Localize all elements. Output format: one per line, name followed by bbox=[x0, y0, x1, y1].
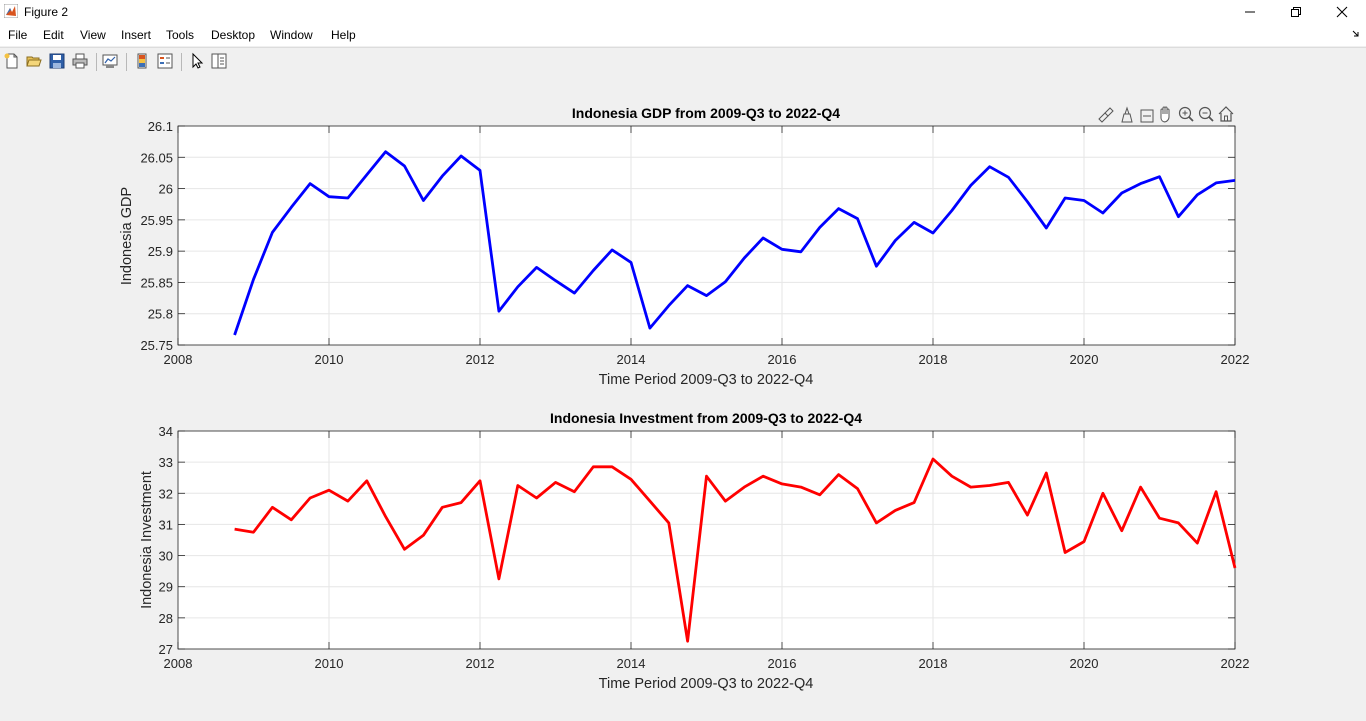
gdp-axes-box bbox=[177, 125, 1236, 346]
edit-plot-icon[interactable] bbox=[188, 52, 206, 70]
open-file-icon[interactable] bbox=[25, 52, 43, 70]
gdp-axes[interactable]: 2008 2010 2012 2014 2016 2018 2020 2022 25.7525… bbox=[119, 105, 1249, 388]
close-button[interactable] bbox=[1319, 0, 1365, 24]
close-icon bbox=[1336, 6, 1348, 18]
x-tick-label: 2018 bbox=[919, 352, 948, 367]
y-tick-label: 33 bbox=[159, 455, 173, 470]
x-tick-label: 2022 bbox=[1221, 656, 1250, 671]
y-tick-label: 25.75 bbox=[140, 338, 173, 353]
investment-axes-background bbox=[178, 431, 1235, 649]
y-tick-label: 27 bbox=[159, 642, 173, 657]
insert-colorbar-icon[interactable] bbox=[133, 52, 151, 70]
gdp-x-axis-label: Time Period 2009-Q3 to 2022-Q4 bbox=[599, 372, 814, 388]
matlab-icon bbox=[4, 4, 18, 18]
menu-window[interactable]: Window bbox=[270, 28, 313, 42]
zoom-out-icon[interactable] bbox=[1198, 106, 1214, 122]
insert-legend-icon[interactable] bbox=[156, 52, 174, 70]
y-tick-label: 25.95 bbox=[140, 213, 173, 228]
menu-help[interactable]: Help bbox=[331, 28, 356, 42]
investment-chart-title: Indonesia Investment from 2009-Q3 to 202… bbox=[550, 410, 862, 426]
investment-series-line bbox=[234, 457, 1237, 643]
gdp-x-tick-labels: 2008 2010 2012 2014 2016 2018 2020 2022 bbox=[164, 352, 1250, 367]
x-tick-label: 2022 bbox=[1221, 352, 1250, 367]
save-icon[interactable] bbox=[48, 52, 66, 70]
gdp-series-line bbox=[233, 150, 1236, 336]
x-tick-label: 2008 bbox=[164, 656, 193, 671]
figure-toolbar bbox=[0, 47, 1366, 77]
y-tick-label: 26 bbox=[159, 182, 173, 197]
toolbar-separator bbox=[96, 53, 97, 71]
x-tick-label: 2018 bbox=[919, 656, 948, 671]
gdp-y-axis-label: Indonesia GDP bbox=[119, 187, 135, 285]
investment-y-axis-label: Indonesia Investment bbox=[139, 471, 155, 609]
data-tips-icon[interactable] bbox=[1121, 106, 1133, 123]
new-figure-icon[interactable] bbox=[3, 52, 21, 70]
investment-x-axis-label: Time Period 2009-Q3 to 2022-Q4 bbox=[599, 676, 814, 692]
minimize-button[interactable] bbox=[1227, 0, 1273, 24]
link-plot-icon[interactable] bbox=[101, 52, 119, 70]
x-tick-label: 2016 bbox=[768, 352, 797, 367]
x-tick-label: 2010 bbox=[315, 352, 344, 367]
gdp-axes-background bbox=[178, 126, 1235, 345]
investment-axes-box bbox=[177, 430, 1236, 650]
menu-view[interactable]: View bbox=[80, 28, 106, 42]
pan-icon[interactable] bbox=[1160, 106, 1170, 123]
x-tick-label: 2016 bbox=[768, 656, 797, 671]
investment-x-tick-labels: 2008 2010 2012 2014 2016 2018 2020 2022 bbox=[164, 656, 1250, 671]
x-tick-label: 2014 bbox=[617, 352, 646, 367]
menu-edit[interactable]: Edit bbox=[43, 28, 64, 42]
investment-axes[interactable]: 2008 2010 2012 2014 2016 2018 2020 2022 27 28 29 3… bbox=[139, 410, 1249, 692]
investment-y-tick-labels: 27 28 29 30 31 32 33 34 bbox=[159, 424, 173, 657]
y-tick-label: 31 bbox=[159, 517, 173, 532]
home-icon[interactable] bbox=[1218, 106, 1234, 122]
restore-icon bbox=[1291, 7, 1301, 17]
x-tick-label: 2012 bbox=[466, 352, 495, 367]
y-tick-label: 32 bbox=[159, 486, 173, 501]
title-bar: Figure 2 bbox=[0, 0, 1366, 24]
print-icon[interactable] bbox=[71, 52, 89, 70]
rotate-icon[interactable] bbox=[1140, 109, 1154, 123]
dock-arrow-icon[interactable] bbox=[1352, 30, 1360, 38]
zoom-in-icon[interactable] bbox=[1178, 106, 1194, 122]
menu-bar: File Edit View Insert Tools Desktop Wind… bbox=[0, 24, 1366, 46]
brush-icon[interactable] bbox=[1098, 107, 1114, 123]
y-tick-label: 25.8 bbox=[148, 307, 173, 322]
menu-insert[interactable]: Insert bbox=[121, 28, 152, 42]
toolbar-separator bbox=[126, 53, 127, 71]
gdp-chart-title: Indonesia GDP from 2009-Q3 to 2022-Q4 bbox=[572, 105, 840, 121]
property-inspector-icon[interactable] bbox=[210, 52, 228, 70]
x-tick-label: 2008 bbox=[164, 352, 193, 367]
y-tick-label: 30 bbox=[159, 549, 173, 564]
y-tick-label: 34 bbox=[159, 424, 173, 439]
gdp-y-tick-labels: 25.75 25.8 25.85 25.9 25.95 26 26.05 26.1 bbox=[140, 119, 173, 353]
y-tick-label: 26.05 bbox=[140, 150, 173, 165]
axes-toolbar bbox=[1098, 106, 1234, 123]
minimize-icon bbox=[1245, 11, 1255, 13]
x-tick-label: 2020 bbox=[1070, 656, 1099, 671]
toolbar-separator bbox=[181, 53, 182, 71]
x-tick-label: 2012 bbox=[466, 656, 495, 671]
x-tick-label: 2014 bbox=[617, 656, 646, 671]
y-tick-label: 25.85 bbox=[140, 275, 173, 290]
y-tick-label: 28 bbox=[159, 611, 173, 626]
x-tick-label: 2010 bbox=[315, 656, 344, 671]
y-tick-label: 29 bbox=[159, 580, 173, 595]
restore-button[interactable] bbox=[1273, 0, 1319, 24]
y-tick-label: 26.1 bbox=[148, 119, 173, 134]
menu-tools[interactable]: Tools bbox=[166, 28, 195, 42]
y-tick-label: 25.9 bbox=[148, 244, 173, 259]
window-title: Figure 2 bbox=[24, 5, 69, 19]
menu-desktop[interactable]: Desktop bbox=[211, 28, 256, 42]
x-tick-label: 2020 bbox=[1070, 352, 1099, 367]
menu-file[interactable]: File bbox=[8, 28, 28, 42]
